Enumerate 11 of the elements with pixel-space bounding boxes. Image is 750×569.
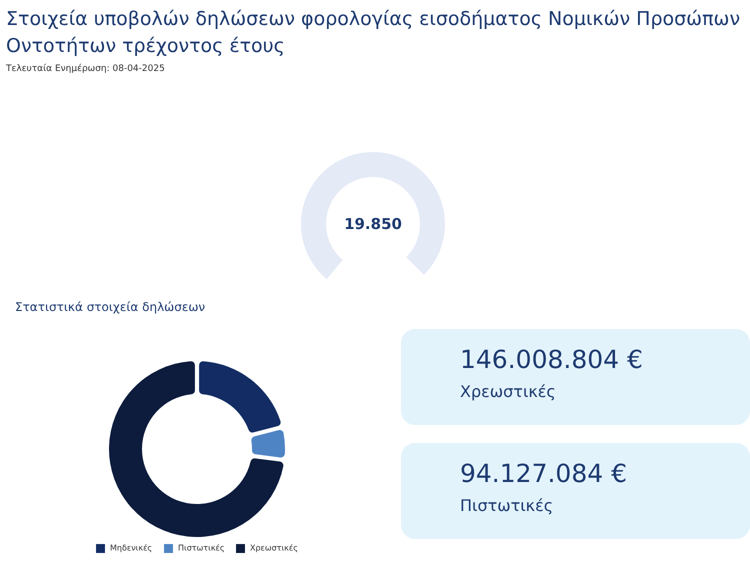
legend-label: Μηδενικές — [110, 544, 152, 553]
chart-title: Στατιστικά στοιχεία δηλώσεων — [15, 300, 206, 314]
text: Πιστωτικές — [460, 496, 554, 515]
text: 19.850 — [344, 215, 402, 233]
text: 94.127.084 € — [460, 459, 627, 488]
text: Στοιχεία υποβολών δηλώσεων φορολογίας εισοδήματος Νομικών Προσώπων Οντοτήτων τρέχοντος έτους — [6, 8, 740, 57]
text: Τελευταία Ενημέρωση: 08-04-2025 — [5, 63, 165, 74]
legend-label: Πιστωτικές — [178, 544, 225, 553]
text: 146.008.804 € — [460, 345, 643, 374]
text: Χρεωστικές — [460, 382, 556, 401]
legend-label: Χρεωστικές — [250, 544, 298, 553]
